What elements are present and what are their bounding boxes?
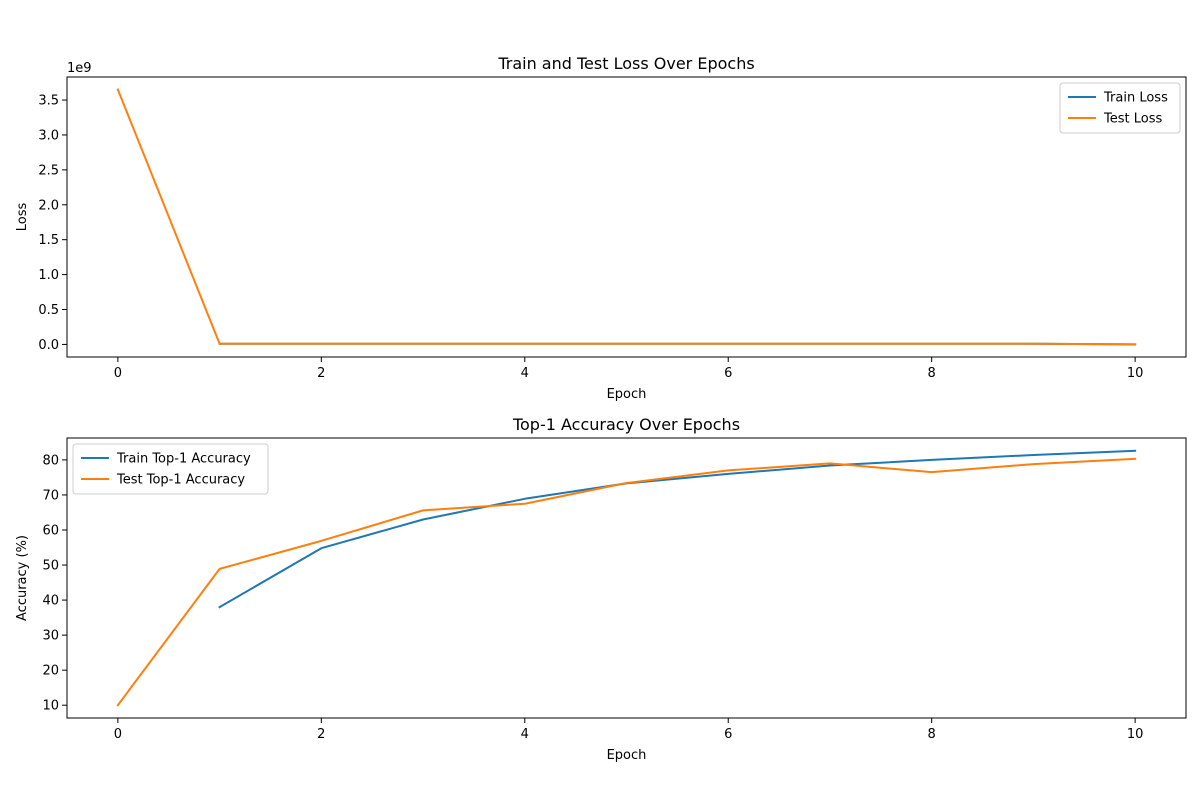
x-tick-label: 10 [1127, 727, 1144, 742]
chart-title: Top-1 Accuracy Over Epochs [512, 415, 740, 434]
y-tick-label: 0.0 [38, 338, 59, 353]
y-tick-label: 50 [42, 559, 59, 574]
series-line-1 [116, 457, 1137, 707]
y-tick-label: 70 [42, 488, 59, 503]
legend-label-0: Train Loss [1103, 91, 1168, 106]
y-tick-label: 1.5 [38, 233, 59, 248]
y-tick-label: 3.0 [38, 128, 59, 143]
x-tick-label: 8 [928, 366, 936, 381]
y-tick-label: 2.0 [38, 198, 59, 213]
y-tick-label: 10 [42, 699, 59, 714]
x-tick-label: 4 [521, 727, 529, 742]
y-tick-label: 3.5 [38, 94, 59, 109]
y-tick-label: 2.5 [38, 163, 59, 178]
y-tick-label: 60 [42, 523, 59, 538]
x-tick-label: 4 [521, 366, 529, 381]
y-tick-label: 1.0 [38, 268, 59, 283]
legend: Train Top-1 Accuracy Test Top-1 Accuracy [72, 443, 269, 495]
legend-label-1: Test Loss [1103, 112, 1162, 127]
x-tick-label: 0 [114, 366, 122, 381]
x-tick-label: 0 [114, 727, 122, 742]
x-tick-label: 6 [724, 727, 732, 742]
y-tick-label: 40 [42, 594, 59, 609]
plot-area [66, 76, 1187, 358]
x-tick-label: 8 [928, 727, 936, 742]
y-tick-label: 20 [42, 664, 59, 679]
y-axis-label: Accuracy (%) [15, 535, 30, 621]
y-tick-label: 80 [42, 453, 59, 468]
y-axis-label: Loss [15, 203, 30, 232]
series-line-0 [218, 449, 1137, 609]
x-axis-label: Epoch [607, 387, 647, 402]
x-tick-label: 10 [1127, 366, 1144, 381]
x-tick-label: 2 [317, 727, 325, 742]
loss-chart: 0 2 4 6 8 10 0.0 0.5 1.0 1.5 2.0 2.5 3.0 3.5 1e9 Train … [15, 54, 1187, 402]
chart-title: Train and Test Loss Over Epochs [497, 54, 754, 73]
legend-box [72, 443, 269, 495]
legend: Train Loss Test Loss [1059, 82, 1181, 134]
series-line-1 [116, 88, 1137, 346]
y-tick-label: 30 [42, 629, 59, 644]
x-tick-label: 6 [724, 366, 732, 381]
y-tick-label: 0.5 [38, 303, 59, 318]
legend-label-1: Test Top-1 Accuracy [116, 473, 245, 488]
legend-label-0: Train Top-1 Accuracy [116, 452, 251, 467]
legend-box [1059, 82, 1181, 134]
x-tick-label: 2 [317, 366, 325, 381]
y-multiplier-label: 1e9 [67, 61, 92, 76]
x-axis-label: Epoch [607, 748, 647, 763]
accuracy-chart: 0 2 4 6 8 10 10 20 30 40 50 60 70 80 Top-1 Accuracy Ov… [15, 415, 1187, 763]
